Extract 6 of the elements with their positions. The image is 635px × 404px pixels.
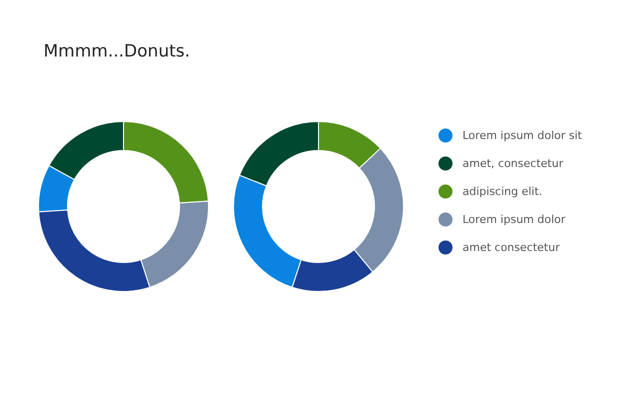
legend-label: Lorem ipsum dolor (462, 213, 566, 226)
legend-label: adipiscing elit. (462, 185, 542, 198)
legend-label: amet, consectetur (462, 157, 564, 170)
chart-title: Mmmm...Donuts. (44, 42, 190, 62)
legend-label: Lorem ipsum dolor sit (462, 129, 583, 142)
legend-label: amet consectetur (462, 241, 560, 254)
